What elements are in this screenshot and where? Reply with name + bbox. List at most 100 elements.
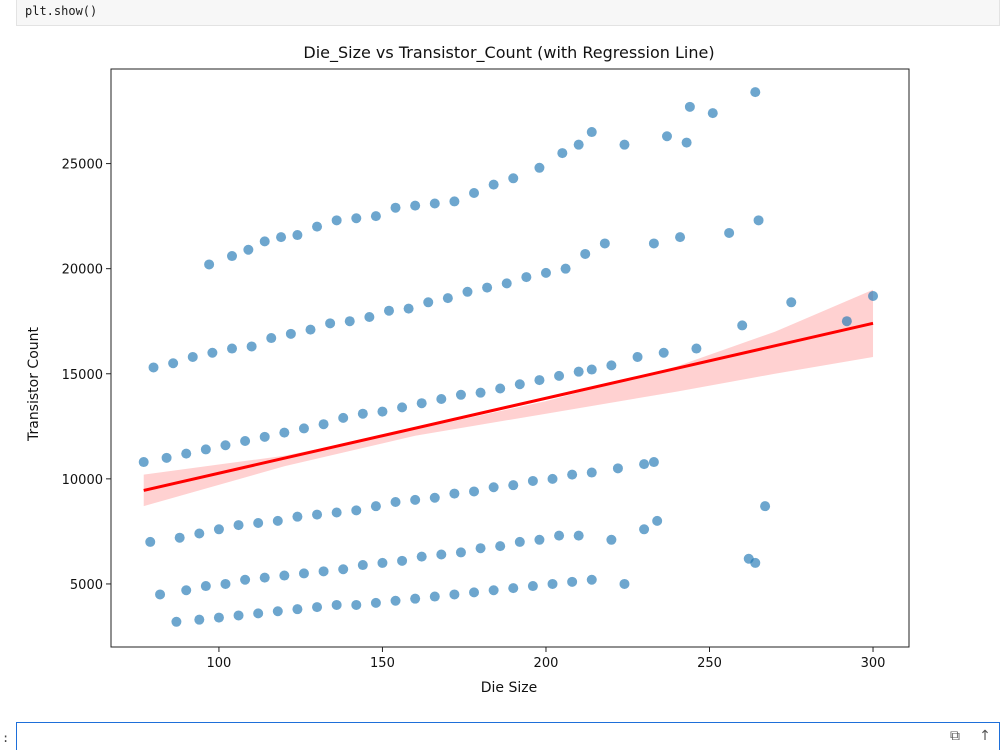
scatter-point bbox=[370, 501, 381, 512]
scatter-point bbox=[639, 524, 650, 535]
scatter-point bbox=[318, 419, 329, 430]
scatter-point bbox=[632, 351, 643, 362]
confidence-band-layer bbox=[143, 289, 874, 507]
scatter-point bbox=[377, 557, 388, 568]
scatter-point bbox=[390, 202, 401, 213]
scatter-point bbox=[534, 534, 545, 545]
scatter-point bbox=[194, 614, 205, 625]
scatter-point bbox=[560, 263, 571, 274]
scatter-point bbox=[619, 139, 630, 150]
regression-layer bbox=[143, 321, 874, 492]
scatter-point bbox=[514, 379, 525, 390]
scatter-point bbox=[292, 511, 303, 522]
scatter-point bbox=[436, 549, 447, 560]
scatter-point bbox=[455, 389, 466, 400]
scatter-point bbox=[194, 528, 205, 539]
scatter-point bbox=[786, 297, 797, 308]
y-tick-label: 5000 bbox=[70, 578, 103, 593]
code-line: plt.show() bbox=[25, 4, 98, 18]
scatter-point bbox=[279, 570, 290, 581]
scatter-point bbox=[606, 534, 617, 545]
scatter-point bbox=[364, 312, 375, 323]
scatter-point bbox=[390, 496, 401, 507]
scatter-point bbox=[540, 267, 551, 278]
scatter-point bbox=[174, 532, 185, 543]
code-cell[interactable]: plt.show() bbox=[16, 0, 1000, 26]
cell-output: 100 150 200 250 300 5000 10000 15000 20000 25000… bbox=[0, 26, 1000, 716]
scatter-point bbox=[338, 564, 349, 575]
scatter-point bbox=[213, 524, 224, 535]
scatter-chart: 100 150 200 250 300 5000 10000 15000 20000 25000… bbox=[26, 43, 910, 696]
plot-frame bbox=[110, 68, 910, 648]
scatter-point bbox=[868, 290, 879, 301]
scatter-point bbox=[750, 557, 761, 568]
scatter-point bbox=[305, 324, 316, 335]
x-tick-label: 250 bbox=[697, 656, 722, 671]
scatter-point bbox=[737, 320, 748, 331]
scatter-point bbox=[272, 606, 283, 617]
scatter-point bbox=[429, 591, 440, 602]
x-tick-label: 150 bbox=[370, 656, 395, 671]
regression-line bbox=[143, 321, 874, 492]
scatter-point bbox=[276, 232, 287, 243]
y-tick-label: 25000 bbox=[62, 158, 103, 173]
scatter-point bbox=[338, 412, 349, 423]
scatter-point bbox=[357, 560, 368, 571]
scatter-point bbox=[841, 316, 852, 327]
scatter-point bbox=[488, 585, 499, 596]
scatter-point bbox=[557, 148, 568, 159]
scatter-point bbox=[521, 272, 532, 283]
scatter-point bbox=[586, 574, 597, 585]
scatter-point bbox=[567, 576, 578, 587]
scatter-point bbox=[488, 179, 499, 190]
scatter-point bbox=[514, 536, 525, 547]
scatter-point bbox=[508, 583, 519, 594]
scatter-point bbox=[370, 211, 381, 222]
scatter-point bbox=[266, 333, 277, 344]
chart-title: Die_Size vs Transistor_Count (with Regre… bbox=[303, 43, 714, 63]
scatter-point bbox=[750, 87, 761, 98]
scatter-point bbox=[233, 610, 244, 621]
next-code-cell[interactable]: ⧉ ↑ bbox=[16, 722, 1000, 750]
scatter-point bbox=[397, 402, 408, 413]
y-tick-label: 15000 bbox=[62, 368, 103, 383]
scatter-point bbox=[449, 196, 460, 207]
scatter-point bbox=[508, 173, 519, 184]
scatter-point bbox=[619, 578, 630, 589]
scatter-point bbox=[508, 480, 519, 491]
scatter-point bbox=[573, 530, 584, 541]
scatter-point bbox=[200, 581, 211, 592]
scatter-point bbox=[331, 599, 342, 610]
scatter-point bbox=[442, 293, 453, 304]
scatter-point bbox=[155, 589, 166, 600]
scatter-point bbox=[161, 452, 172, 463]
scatter-point bbox=[482, 282, 493, 293]
scatter-point bbox=[181, 585, 192, 596]
scatter-point bbox=[410, 593, 421, 604]
scatter-point bbox=[397, 555, 408, 566]
scatter-point bbox=[312, 221, 323, 232]
scatter-point bbox=[220, 440, 231, 451]
scatter-point bbox=[648, 457, 659, 468]
x-tick-label: 100 bbox=[207, 656, 232, 671]
copy-icon[interactable]: ⧉ bbox=[950, 728, 960, 744]
scatter-point bbox=[259, 236, 270, 247]
scatter-point bbox=[383, 305, 394, 316]
scatter-point bbox=[429, 492, 440, 503]
scatter-point bbox=[312, 509, 323, 520]
arrow-up-icon[interactable]: ↑ bbox=[979, 728, 991, 744]
scatter-point bbox=[469, 587, 480, 598]
scatter-point bbox=[279, 427, 290, 438]
scatter-point bbox=[168, 358, 179, 369]
scatter-point bbox=[233, 520, 244, 531]
scatter-point bbox=[416, 551, 427, 562]
scatter-point bbox=[351, 213, 362, 224]
scatter-point bbox=[469, 486, 480, 497]
x-tick-label: 300 bbox=[861, 656, 886, 671]
scatter-point bbox=[501, 278, 512, 289]
scatter-point bbox=[312, 602, 323, 613]
scatter-point bbox=[240, 574, 251, 585]
scatter-point bbox=[475, 543, 486, 554]
scatter-point bbox=[259, 431, 270, 442]
scatter-point bbox=[298, 568, 309, 579]
